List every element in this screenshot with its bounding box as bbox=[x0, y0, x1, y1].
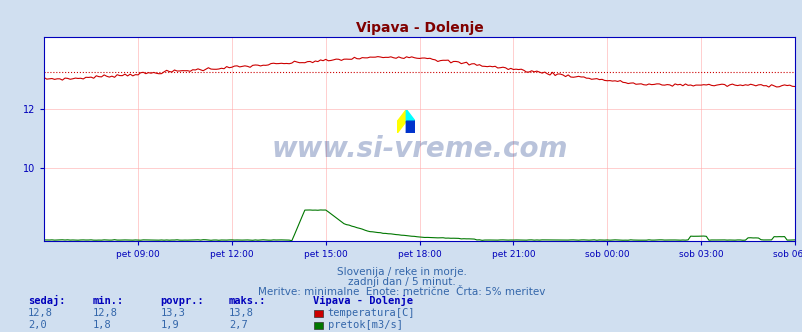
Text: 1,9: 1,9 bbox=[160, 320, 179, 330]
Text: 12,8: 12,8 bbox=[92, 308, 117, 318]
Text: 2,7: 2,7 bbox=[229, 320, 247, 330]
Polygon shape bbox=[397, 110, 406, 121]
Text: min.:: min.: bbox=[92, 296, 124, 306]
Text: temperatura[C]: temperatura[C] bbox=[327, 308, 415, 318]
Text: 13,8: 13,8 bbox=[229, 308, 253, 318]
Polygon shape bbox=[406, 121, 415, 133]
Bar bbox=[314, 322, 322, 329]
Polygon shape bbox=[406, 121, 415, 133]
Text: 2,0: 2,0 bbox=[28, 320, 47, 330]
Title: Vipava - Dolenje: Vipava - Dolenje bbox=[355, 21, 483, 35]
Polygon shape bbox=[406, 110, 415, 121]
Text: sedaj:: sedaj: bbox=[28, 295, 66, 306]
Text: Slovenija / reke in morje.: Slovenija / reke in morje. bbox=[336, 267, 466, 277]
Text: Vipava - Dolenje: Vipava - Dolenje bbox=[313, 295, 413, 306]
Text: 12,8: 12,8 bbox=[28, 308, 53, 318]
Polygon shape bbox=[397, 121, 406, 133]
Text: zadnji dan / 5 minut.: zadnji dan / 5 minut. bbox=[347, 277, 455, 287]
Text: 1,8: 1,8 bbox=[92, 320, 111, 330]
Text: Meritve: minimalne  Enote: metrične  Črta: 5% meritev: Meritve: minimalne Enote: metrične Črta:… bbox=[257, 287, 545, 297]
Text: www.si-vreme.com: www.si-vreme.com bbox=[271, 135, 567, 163]
Bar bbox=[314, 310, 322, 317]
Text: maks.:: maks.: bbox=[229, 296, 266, 306]
Text: 13,3: 13,3 bbox=[160, 308, 185, 318]
Text: pretok[m3/s]: pretok[m3/s] bbox=[327, 320, 402, 330]
Text: povpr.:: povpr.: bbox=[160, 296, 204, 306]
